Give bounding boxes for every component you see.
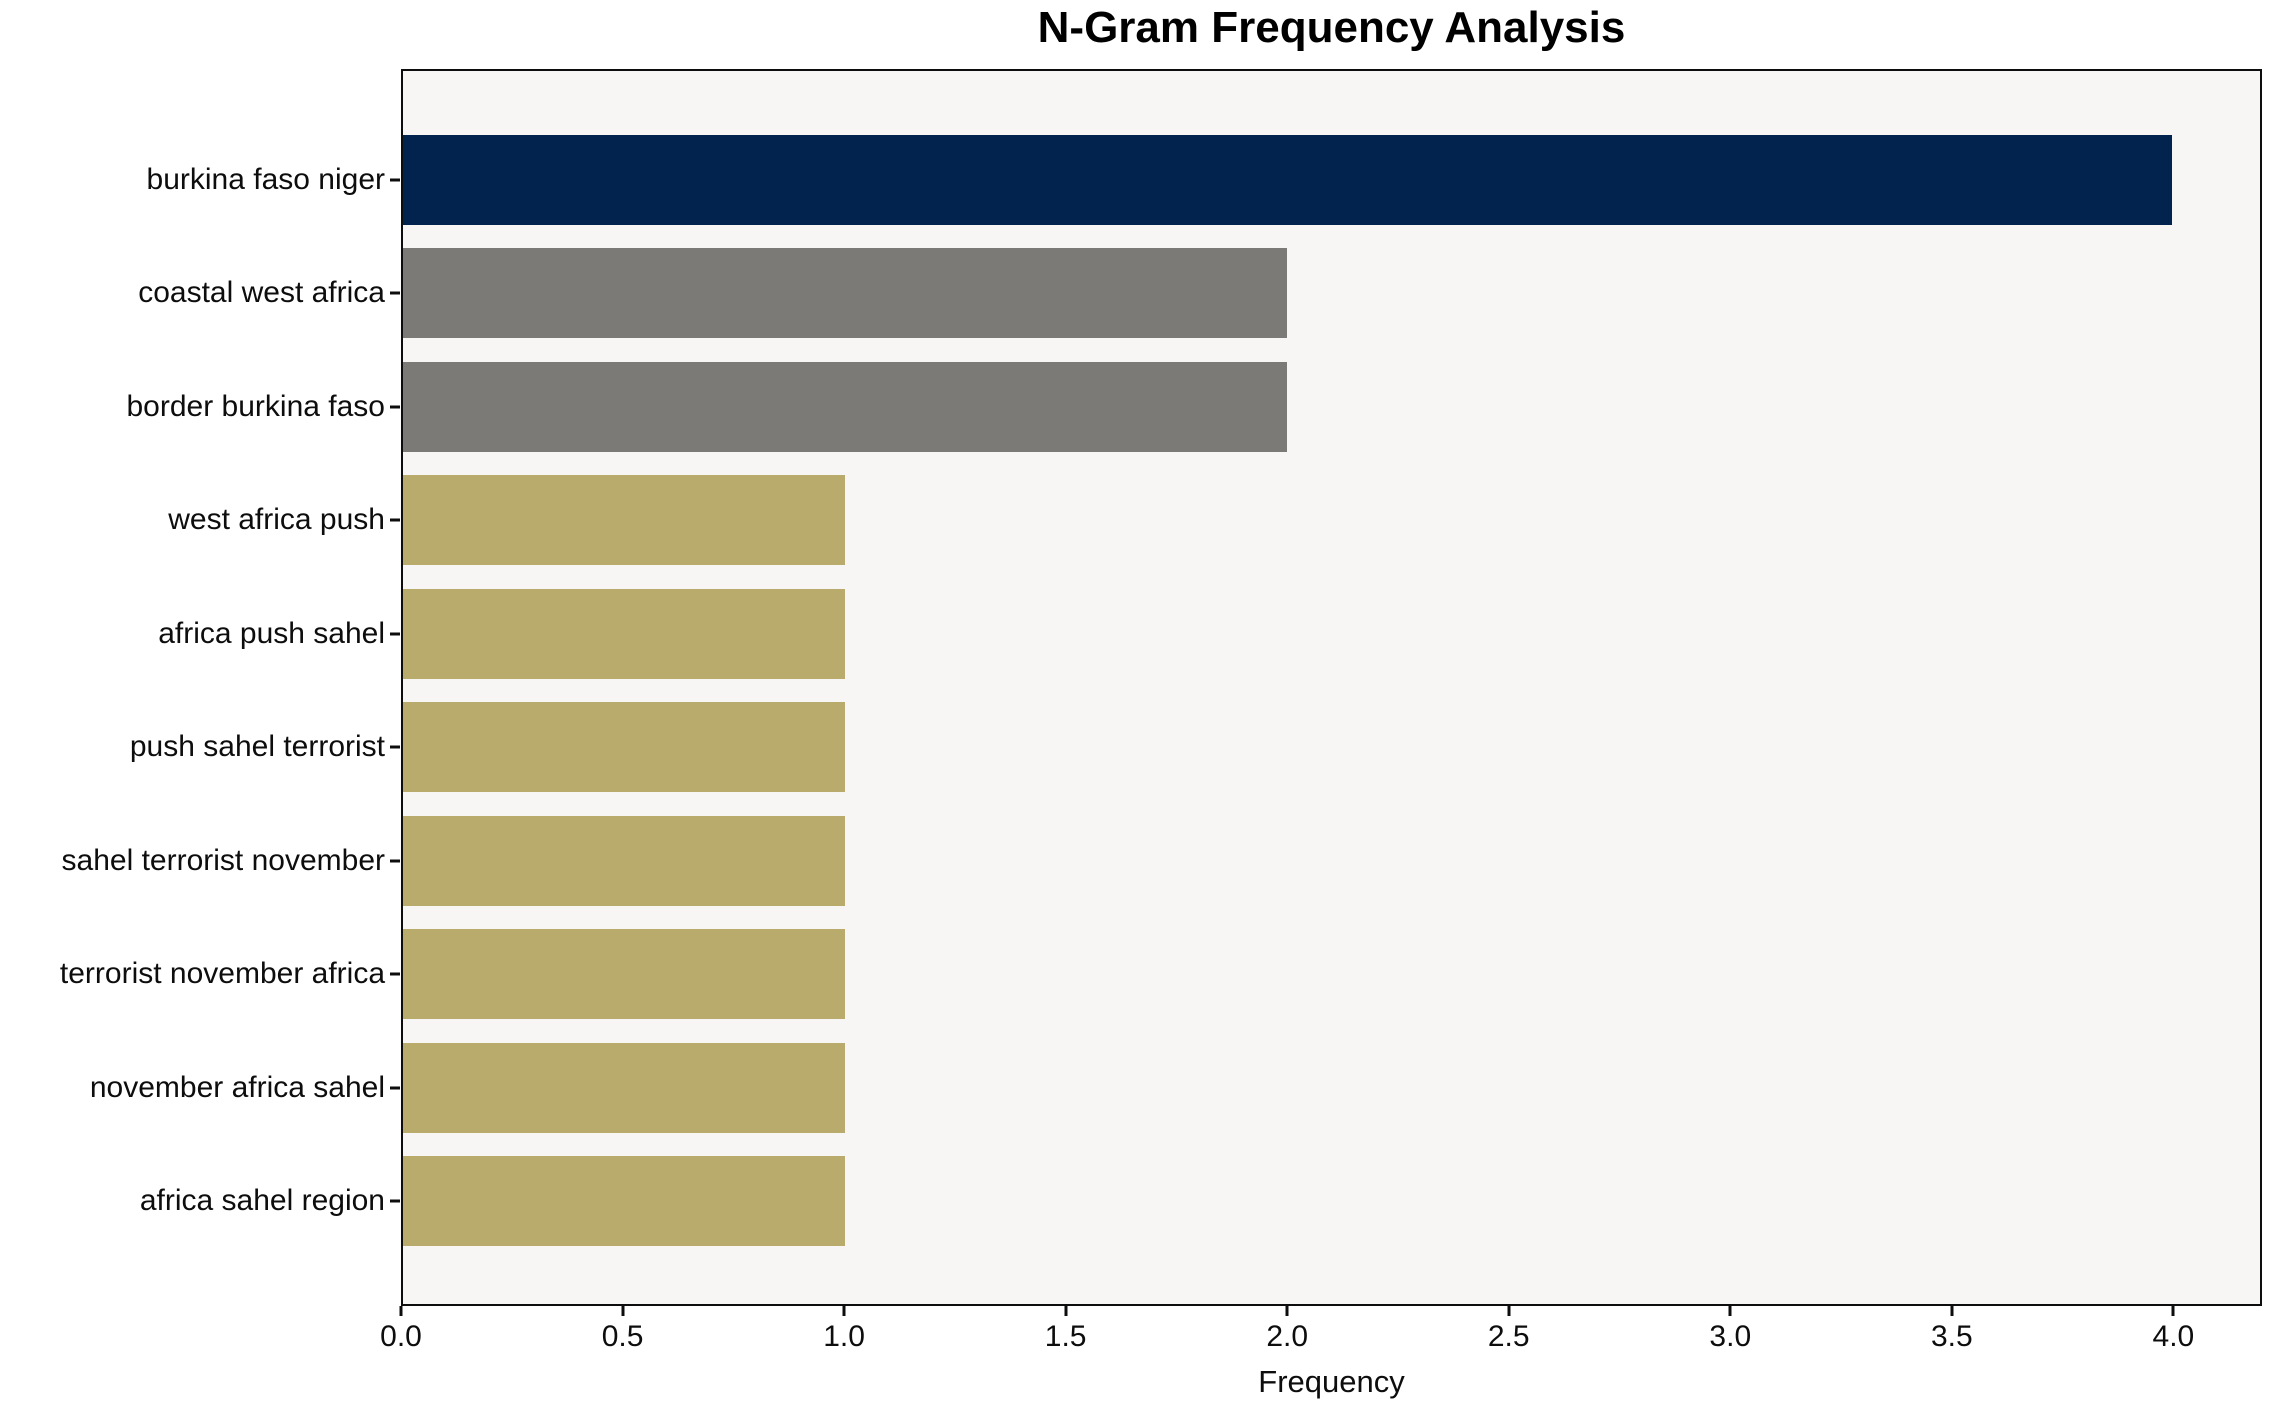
bar-row: africa push sahel bbox=[158, 577, 2260, 691]
bar bbox=[403, 1042, 846, 1133]
bar-rows-container: burkina faso niger coastal west africa bor… bbox=[60, 123, 2260, 1259]
bar bbox=[403, 361, 1288, 452]
y-tick bbox=[390, 291, 400, 295]
bar-row: terrorist november africa bbox=[60, 918, 2260, 1032]
x-tick-label: 2.0 bbox=[1266, 1320, 1309, 1353]
y-axis-label: terrorist november africa bbox=[59, 957, 385, 991]
y-axis-label: border burkina faso bbox=[126, 389, 386, 423]
x-tick-label: 2.5 bbox=[1487, 1320, 1530, 1353]
x-axis-title: Frequency bbox=[1258, 1364, 1405, 1399]
x-tick bbox=[399, 1306, 403, 1316]
x-tick-label: 4.0 bbox=[2152, 1320, 2195, 1353]
y-tick bbox=[390, 632, 400, 636]
bar-row: west africa push bbox=[168, 464, 2260, 578]
x-tick bbox=[1064, 1306, 1068, 1316]
x-tick-label: 0.5 bbox=[601, 1320, 644, 1353]
bar bbox=[403, 1156, 846, 1247]
bar bbox=[403, 475, 846, 566]
x-tick-label: 0.0 bbox=[380, 1320, 422, 1353]
bar bbox=[403, 929, 846, 1020]
bar-row: border burkina faso bbox=[127, 350, 2260, 464]
x-tick bbox=[1507, 1306, 1511, 1316]
x-axis: 0.0 0.5 1.0 1.5 2.0 2.5 3.0 3.5 4.0 bbox=[380, 1306, 2262, 1366]
x-tick bbox=[842, 1306, 846, 1316]
y-tick bbox=[390, 178, 400, 182]
bar bbox=[403, 248, 1288, 339]
y-axis-label: push sahel terrorist bbox=[129, 730, 385, 764]
bar-row: burkina faso niger bbox=[147, 123, 2260, 237]
y-tick bbox=[390, 745, 400, 749]
bar-row: push sahel terrorist bbox=[130, 691, 2260, 805]
bar-row: africa sahel region bbox=[140, 1145, 2260, 1259]
x-tick bbox=[1950, 1306, 1954, 1316]
x-tick-label: 1.5 bbox=[1044, 1320, 1087, 1353]
bar bbox=[403, 815, 846, 906]
x-tick-label: 1.0 bbox=[823, 1320, 865, 1353]
y-axis-label: burkina faso niger bbox=[146, 162, 385, 196]
x-tick-label: 3.5 bbox=[1930, 1320, 1973, 1353]
x-tick-label: 3.0 bbox=[1709, 1320, 1752, 1353]
x-tick bbox=[621, 1306, 625, 1316]
y-axis-label: sahel terrorist november bbox=[61, 843, 385, 877]
bar-row: sahel terrorist november bbox=[62, 804, 2260, 918]
y-tick bbox=[390, 1086, 400, 1090]
bar-row: coastal west africa bbox=[138, 237, 2260, 351]
y-tick bbox=[390, 972, 400, 976]
bar bbox=[403, 134, 2172, 225]
x-tick bbox=[2171, 1306, 2175, 1316]
x-tick bbox=[1285, 1306, 1289, 1316]
y-tick bbox=[390, 859, 400, 863]
y-tick bbox=[390, 405, 400, 409]
y-axis-label: africa sahel region bbox=[139, 1184, 385, 1218]
plot-area: burkina faso niger coastal west africa bor… bbox=[60, 69, 2262, 1306]
bar bbox=[403, 588, 846, 679]
y-tick bbox=[390, 518, 400, 522]
chart-title: N-Gram Frequency Analysis bbox=[1037, 3, 1626, 52]
y-tick bbox=[390, 1199, 400, 1203]
bar bbox=[403, 702, 846, 793]
y-axis-label: west africa push bbox=[168, 503, 385, 537]
x-tick bbox=[1728, 1306, 1732, 1316]
y-axis-label: november africa sahel bbox=[89, 1070, 385, 1104]
y-axis-label: africa push sahel bbox=[158, 616, 385, 650]
y-axis-label: coastal west africa bbox=[138, 276, 385, 310]
bar-row: november africa sahel bbox=[90, 1031, 2260, 1145]
